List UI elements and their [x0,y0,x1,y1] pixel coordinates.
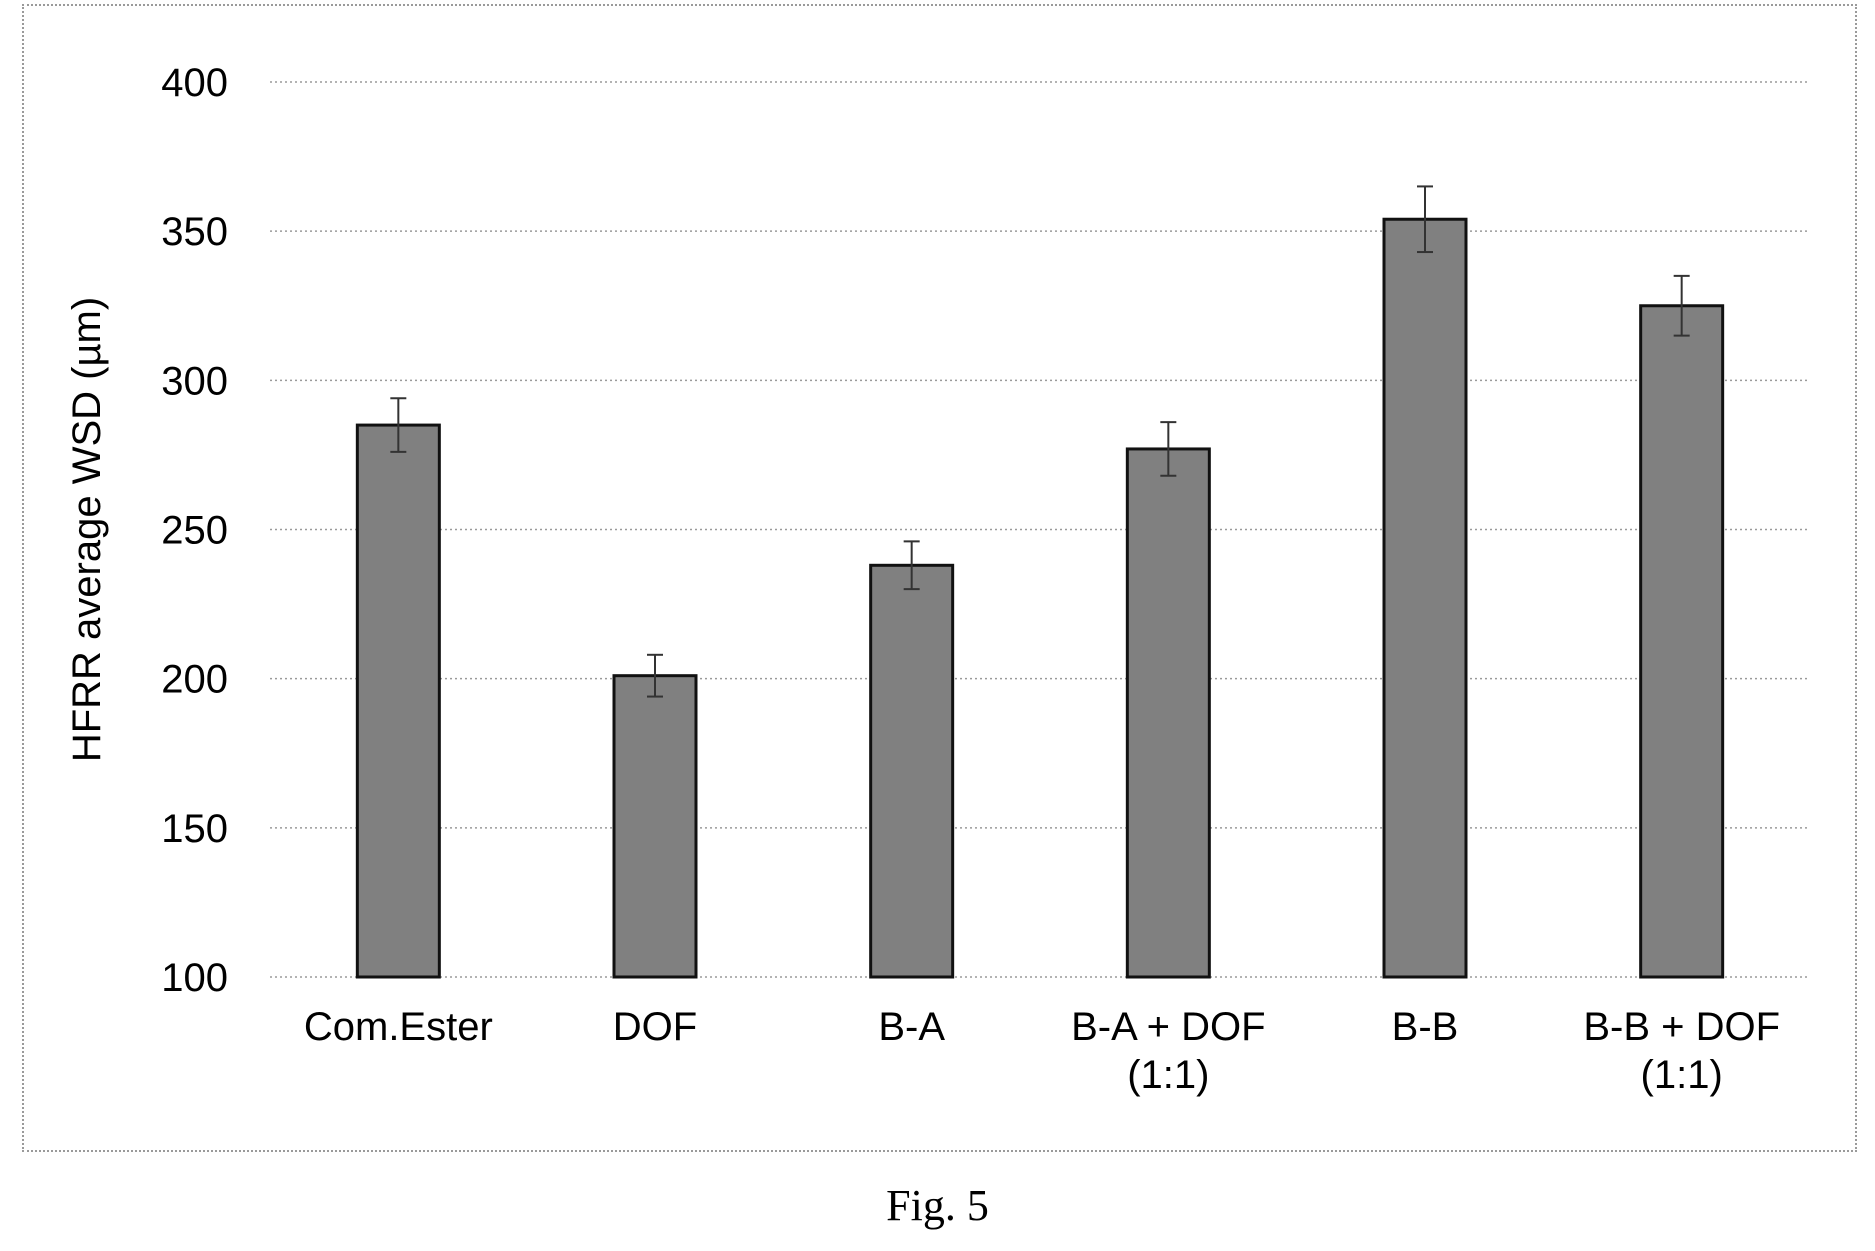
y-tick-label: 100 [161,956,228,1000]
chart-frame [22,4,1857,1152]
figure-caption: Fig. 5 [886,1181,989,1230]
y-axis-label: HFRR average WSD (µm) [65,297,109,762]
bar [612,674,698,979]
x-tick-label: Com.Ester [304,1005,493,1049]
y-tick-label: 150 [161,807,228,851]
bar [1382,217,1468,979]
x-tick-label: B-A + DOF [1071,1005,1266,1049]
bar [355,423,441,979]
x-tick-label: DOF [613,1005,697,1049]
y-tick-label: 300 [161,359,228,403]
y-tick-label: 400 [161,61,228,105]
bar [1639,304,1725,979]
x-tick-label: (1:1) [1127,1053,1209,1097]
x-tick-label: B-B [1392,1005,1459,1049]
y-tick-label: 350 [161,210,228,254]
bar-chart: 100 150 200 250 300 350 400 HFRR average WSD (µ… [65,61,1810,1097]
x-tick-label: B-B + DOF [1583,1005,1780,1049]
x-tick-label: (1:1) [1641,1053,1723,1097]
bar [869,563,955,979]
y-tick-label: 250 [161,509,228,553]
bar [1125,447,1211,979]
x-tick-label: B-A [878,1005,945,1049]
y-tick-label: 200 [161,658,228,702]
